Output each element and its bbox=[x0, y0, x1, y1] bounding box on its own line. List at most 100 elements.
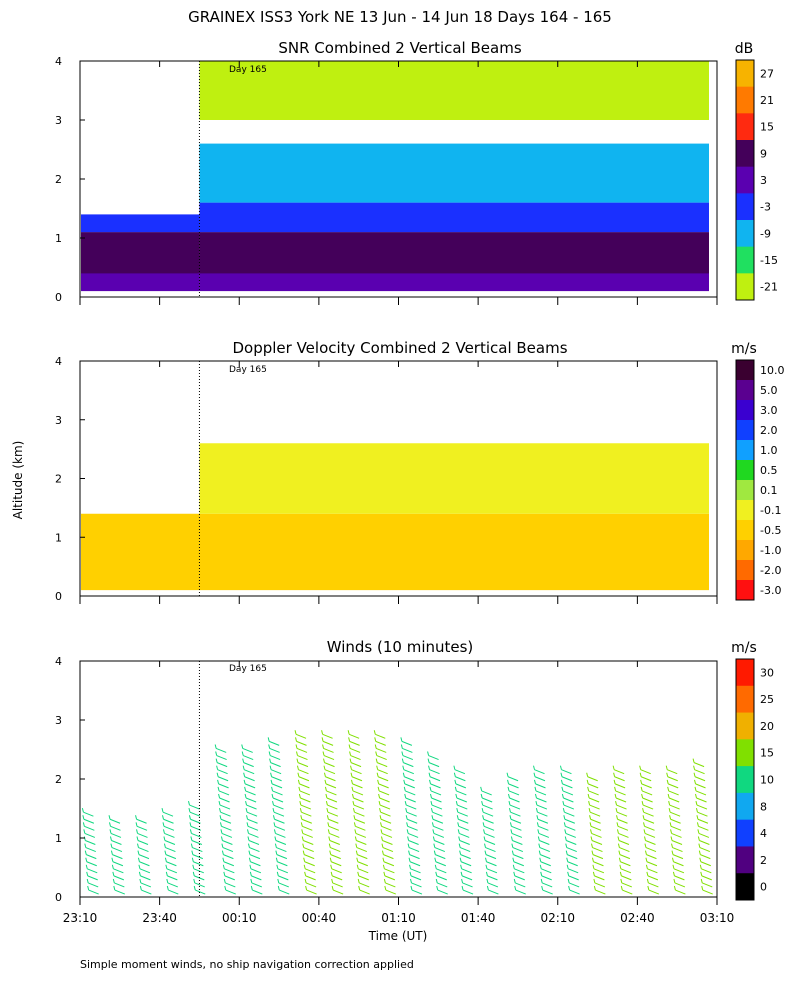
wind-barb-feather bbox=[564, 836, 567, 841]
layer-1-1-b bbox=[199, 443, 709, 514]
wind-barb-feather bbox=[642, 808, 645, 813]
wind-barb-feather bbox=[376, 765, 379, 770]
wind-barb bbox=[646, 861, 658, 867]
colorbar-tick-label: 27 bbox=[760, 67, 774, 80]
wind-barb bbox=[536, 804, 548, 810]
wind-barb bbox=[595, 889, 606, 895]
wind-barb bbox=[138, 854, 150, 860]
wind-barb bbox=[303, 840, 314, 845]
wind-barb bbox=[702, 889, 713, 895]
wind-barb bbox=[455, 776, 466, 782]
wind-profile bbox=[612, 765, 633, 895]
wind-barb bbox=[408, 847, 420, 853]
wind-barb-feather bbox=[692, 758, 695, 763]
wind-barb-feather bbox=[427, 751, 430, 756]
wind-barb-feather bbox=[693, 765, 696, 770]
wind-barb bbox=[695, 790, 707, 796]
wind-barb bbox=[484, 840, 496, 845]
wind-barb-feather bbox=[224, 885, 227, 891]
wind-barb-feather bbox=[352, 808, 355, 813]
wind-barb-feather bbox=[223, 871, 226, 877]
wind-barb-feather bbox=[353, 822, 356, 827]
wind-barb bbox=[670, 818, 681, 824]
wind-barb-feather bbox=[562, 808, 565, 813]
wind-barb bbox=[138, 847, 149, 853]
colorbar-tick-label: -9 bbox=[760, 227, 771, 240]
wind-barb-feather bbox=[560, 772, 563, 777]
wind-barb bbox=[299, 790, 311, 796]
wind-barb-feather bbox=[188, 815, 191, 820]
wind-barb-feather bbox=[321, 730, 324, 735]
wind-barb-feather bbox=[486, 885, 489, 891]
wind-barb-feather bbox=[189, 829, 192, 834]
wind-barb bbox=[514, 868, 525, 874]
wind-barb bbox=[278, 875, 289, 881]
wind-barb bbox=[193, 868, 204, 874]
wind-barb bbox=[167, 882, 179, 888]
wind-barb bbox=[462, 882, 473, 888]
wind-barb bbox=[616, 811, 628, 817]
wind-barb-feather bbox=[109, 822, 111, 827]
wind-barb-feather bbox=[561, 786, 564, 792]
wind-barb bbox=[329, 840, 340, 845]
wind-barb-feather bbox=[217, 779, 220, 784]
wind-profile bbox=[267, 737, 290, 895]
wind-barb-feather bbox=[669, 822, 672, 827]
wind-barb bbox=[430, 790, 442, 796]
wind-barb bbox=[433, 832, 445, 838]
wind-barb bbox=[111, 840, 122, 845]
wind-barb-feather bbox=[187, 800, 190, 806]
wind-barb bbox=[591, 832, 602, 838]
wind-barb-feather bbox=[271, 793, 274, 799]
wind-barb-feather bbox=[666, 779, 669, 784]
panel-snr-colorbar: 27 21 15 9 3 -3 -9 -15 -21 bbox=[735, 59, 778, 301]
wind-barb-feather bbox=[430, 800, 433, 806]
wind-barb bbox=[621, 875, 632, 881]
wind-barb bbox=[697, 818, 709, 824]
wind-barb bbox=[375, 733, 386, 739]
wind-barb-feather bbox=[511, 850, 514, 855]
wind-barb bbox=[354, 818, 366, 824]
colorbar-tick-label: -0.1 bbox=[760, 504, 781, 517]
wind-barb bbox=[699, 840, 710, 845]
wind-barb bbox=[224, 868, 235, 874]
wind-barb bbox=[348, 733, 360, 739]
wind-barb bbox=[566, 840, 577, 845]
wind-barb-feather bbox=[322, 751, 325, 756]
wind-barb bbox=[645, 840, 656, 845]
wind-barb-feather bbox=[645, 857, 648, 862]
wind-barb-feather bbox=[189, 822, 192, 827]
wind-barb-feather bbox=[82, 815, 85, 820]
wind-barb bbox=[432, 811, 443, 817]
wind-barb bbox=[615, 797, 627, 803]
wind-barb bbox=[488, 889, 499, 895]
wind-barb-feather bbox=[241, 751, 244, 756]
colorbar-tick-label: 3 bbox=[760, 174, 767, 187]
wind-barb bbox=[619, 854, 631, 860]
wind-barb-feather bbox=[486, 878, 489, 884]
y-tick-label: 3 bbox=[55, 114, 62, 127]
wind-barb bbox=[620, 868, 632, 874]
wind-barb-feather bbox=[620, 885, 623, 891]
wind-barb bbox=[701, 868, 712, 874]
wind-barb-feather bbox=[82, 822, 85, 827]
wind-barb bbox=[350, 755, 361, 760]
wind-barb-feather bbox=[617, 836, 620, 841]
colorbar-swatch bbox=[736, 873, 754, 901]
wind-barb-feather bbox=[137, 857, 140, 862]
wind-barb-feather bbox=[614, 786, 617, 792]
wind-barb bbox=[353, 804, 365, 810]
wind-barb bbox=[323, 755, 335, 760]
wind-barb-feather bbox=[565, 850, 568, 855]
wind-barb bbox=[644, 832, 656, 838]
wind-barb-feather bbox=[612, 765, 615, 770]
colorbar-swatch bbox=[736, 766, 754, 794]
wind-barb-feather bbox=[138, 871, 141, 877]
y-tick-label: 4 bbox=[55, 655, 62, 668]
wind-barb bbox=[563, 797, 574, 803]
wind-barb bbox=[410, 868, 421, 874]
wind-profile bbox=[347, 730, 370, 895]
wind-barb-feather bbox=[485, 864, 488, 869]
wind-barb-feather bbox=[299, 808, 302, 813]
